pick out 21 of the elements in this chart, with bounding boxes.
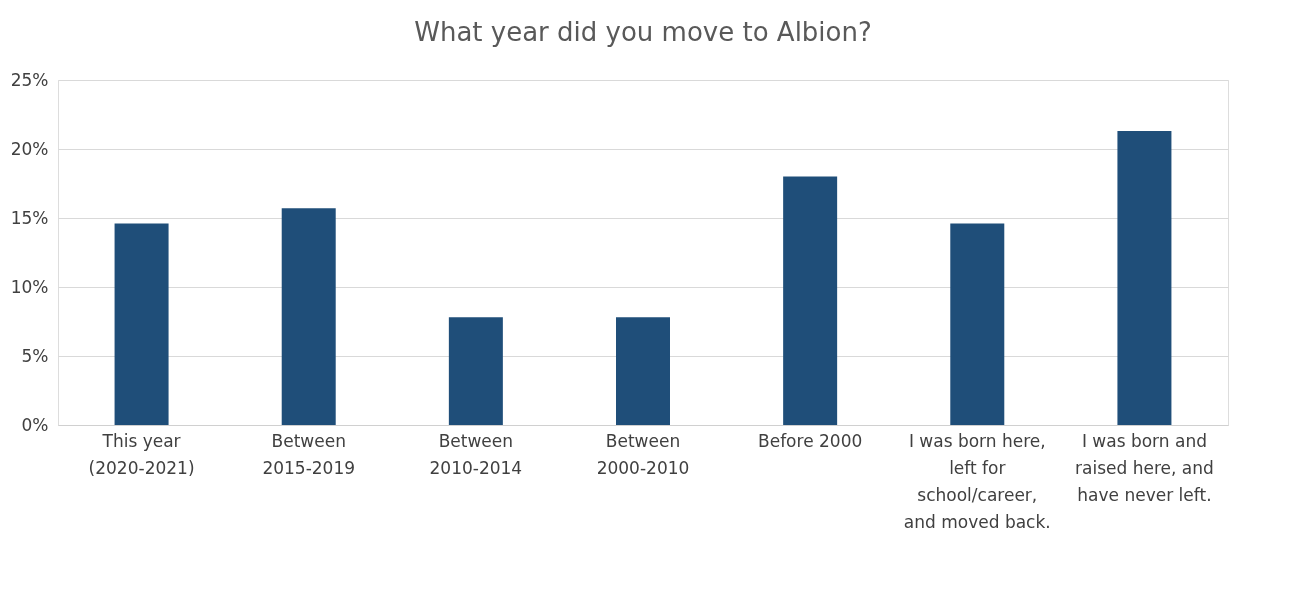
bar [281, 208, 336, 425]
y-tick-label: 5% [21, 345, 49, 366]
y-tick-label: 25% [10, 69, 49, 90]
x-tick-label: Between 2015-2019 [262, 430, 356, 478]
y-tick-label: 10% [10, 276, 49, 297]
bar [1117, 131, 1172, 425]
x-tick-label: Between 2010-2014 [429, 430, 523, 478]
bar [114, 223, 169, 425]
bar [950, 223, 1005, 425]
x-tick-label: Before 2000 [758, 430, 863, 451]
y-tick-label: 20% [10, 138, 49, 159]
y-tick-label: 0% [21, 414, 49, 435]
bar [448, 317, 503, 425]
chart-title: What year did you move to Albion? [414, 17, 872, 47]
x-tick-label: I was born here, left for school/career, and moved back. [903, 430, 1051, 532]
y-tick-label: 15% [10, 207, 49, 228]
bar [783, 176, 838, 425]
x-tick-label: This year (2020-2021) [88, 430, 195, 478]
x-tick-label: Between 2000-2010 [596, 430, 690, 478]
x-tick-label: I was born and raised here, and have never left. [1075, 430, 1214, 505]
bar [616, 317, 670, 425]
